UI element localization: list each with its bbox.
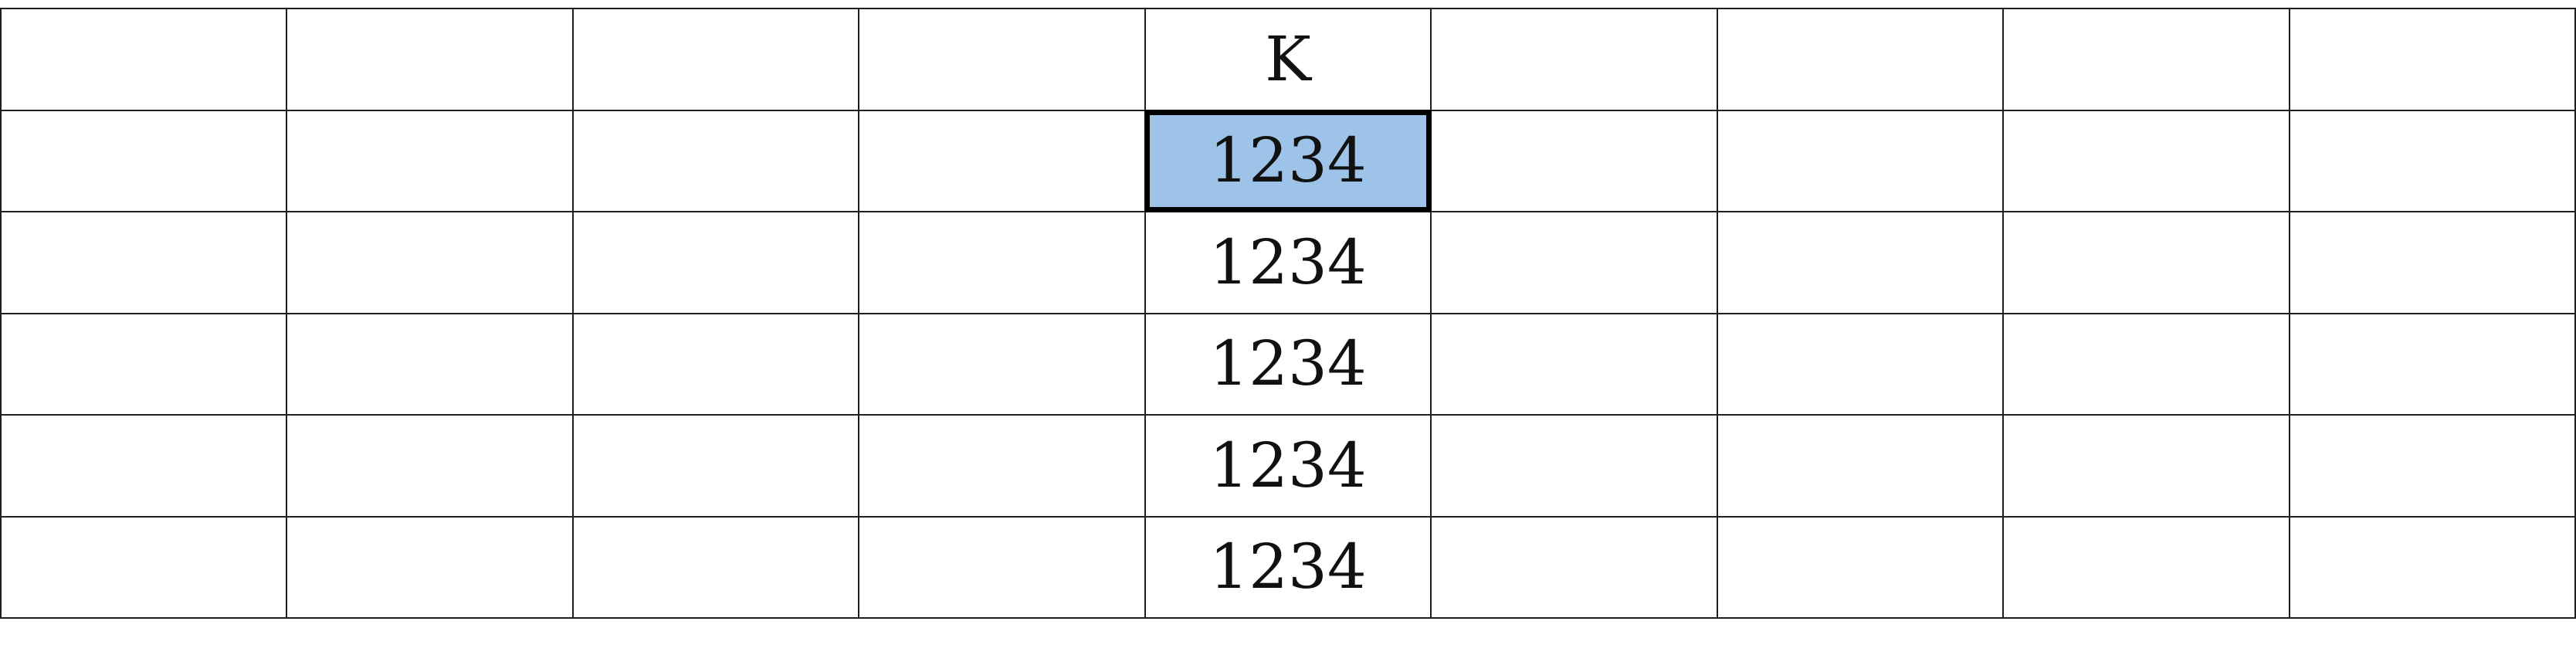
sheet-cell[interactable] <box>1430 211 1718 314</box>
sheet-cell[interactable] <box>1430 515 1718 619</box>
sheet-cell[interactable] <box>858 414 1146 518</box>
sheet-cell[interactable] <box>2288 109 2576 212</box>
sheet-cell[interactable] <box>0 312 288 416</box>
sheet-cell[interactable] <box>286 515 574 619</box>
sheet-cell[interactable] <box>1430 414 1718 518</box>
sheet-cell[interactable] <box>0 515 288 619</box>
sheet-row: 1234 <box>0 211 2576 314</box>
sheet-cell-value[interactable]: 1234 <box>1144 515 1432 619</box>
sheet-row: 1234 <box>0 312 2576 416</box>
sheet-cell[interactable] <box>1430 8 1718 111</box>
sheet-row: 1234 <box>0 414 2576 518</box>
sheet-cell[interactable] <box>0 211 288 314</box>
sheet-cell[interactable] <box>286 211 574 314</box>
sheet-cell[interactable] <box>1716 515 2005 619</box>
sheet-cell[interactable] <box>858 312 1146 416</box>
sheet-cell[interactable] <box>2002 8 2290 111</box>
sheet-cell[interactable] <box>2288 211 2576 314</box>
sheet-cell[interactable] <box>1716 8 2005 111</box>
sheet-cell[interactable] <box>571 414 860 518</box>
sheet-cell[interactable] <box>1430 109 1718 212</box>
sheet-row: 1234 <box>0 515 2576 619</box>
sheet-cell[interactable] <box>858 109 1146 212</box>
sheet-cell[interactable] <box>2002 414 2290 518</box>
sheet-cell[interactable] <box>286 312 574 416</box>
sheet-cell[interactable] <box>858 515 1146 619</box>
selected-cell[interactable]: 1234 <box>1144 109 1432 212</box>
sheet-cell[interactable] <box>2002 515 2290 619</box>
sheet-cell-column-k-header[interactable]: K <box>1144 8 1432 111</box>
sheet-cell[interactable] <box>2288 515 2576 619</box>
sheet-cell[interactable] <box>571 312 860 416</box>
sheet-cell[interactable] <box>858 211 1146 314</box>
sheet-cell[interactable] <box>286 109 574 212</box>
sheet-cell[interactable] <box>571 515 860 619</box>
sheet-cell[interactable] <box>2002 211 2290 314</box>
sheet-cell[interactable] <box>1716 414 2005 518</box>
sheet-cell[interactable] <box>2288 414 2576 518</box>
sheet-row: K <box>0 8 2576 111</box>
sheet-cell[interactable] <box>286 8 574 111</box>
sheet-cell[interactable] <box>1430 312 1718 416</box>
sheet-cell[interactable] <box>0 109 288 212</box>
sheet-cell[interactable] <box>2002 109 2290 212</box>
sheet-cell[interactable] <box>571 109 860 212</box>
sheet-row: 1234 <box>0 109 2576 212</box>
sheet-cell[interactable] <box>858 8 1146 111</box>
sheet-cell[interactable] <box>1716 211 2005 314</box>
sheet-cell-value[interactable]: 1234 <box>1144 211 1432 314</box>
sheet-cell[interactable] <box>286 414 574 518</box>
sheet-cell[interactable] <box>1716 109 2005 212</box>
sheet-cell-value[interactable]: 1234 <box>1144 312 1432 416</box>
spreadsheet-grid: K 1234 1234 <box>0 8 2576 619</box>
sheet-cell[interactable] <box>571 211 860 314</box>
sheet-cell[interactable] <box>2002 312 2290 416</box>
sheet-cell[interactable] <box>0 414 288 518</box>
sheet-cell[interactable] <box>2288 312 2576 416</box>
sheet-cell-value[interactable]: 1234 <box>1144 414 1432 518</box>
sheet-cell[interactable] <box>571 8 860 111</box>
sheet-cell[interactable] <box>2288 8 2576 111</box>
spreadsheet-body: K 1234 1234 <box>0 8 2576 619</box>
sheet-cell[interactable] <box>0 8 288 111</box>
sheet-cell[interactable] <box>1716 312 2005 416</box>
